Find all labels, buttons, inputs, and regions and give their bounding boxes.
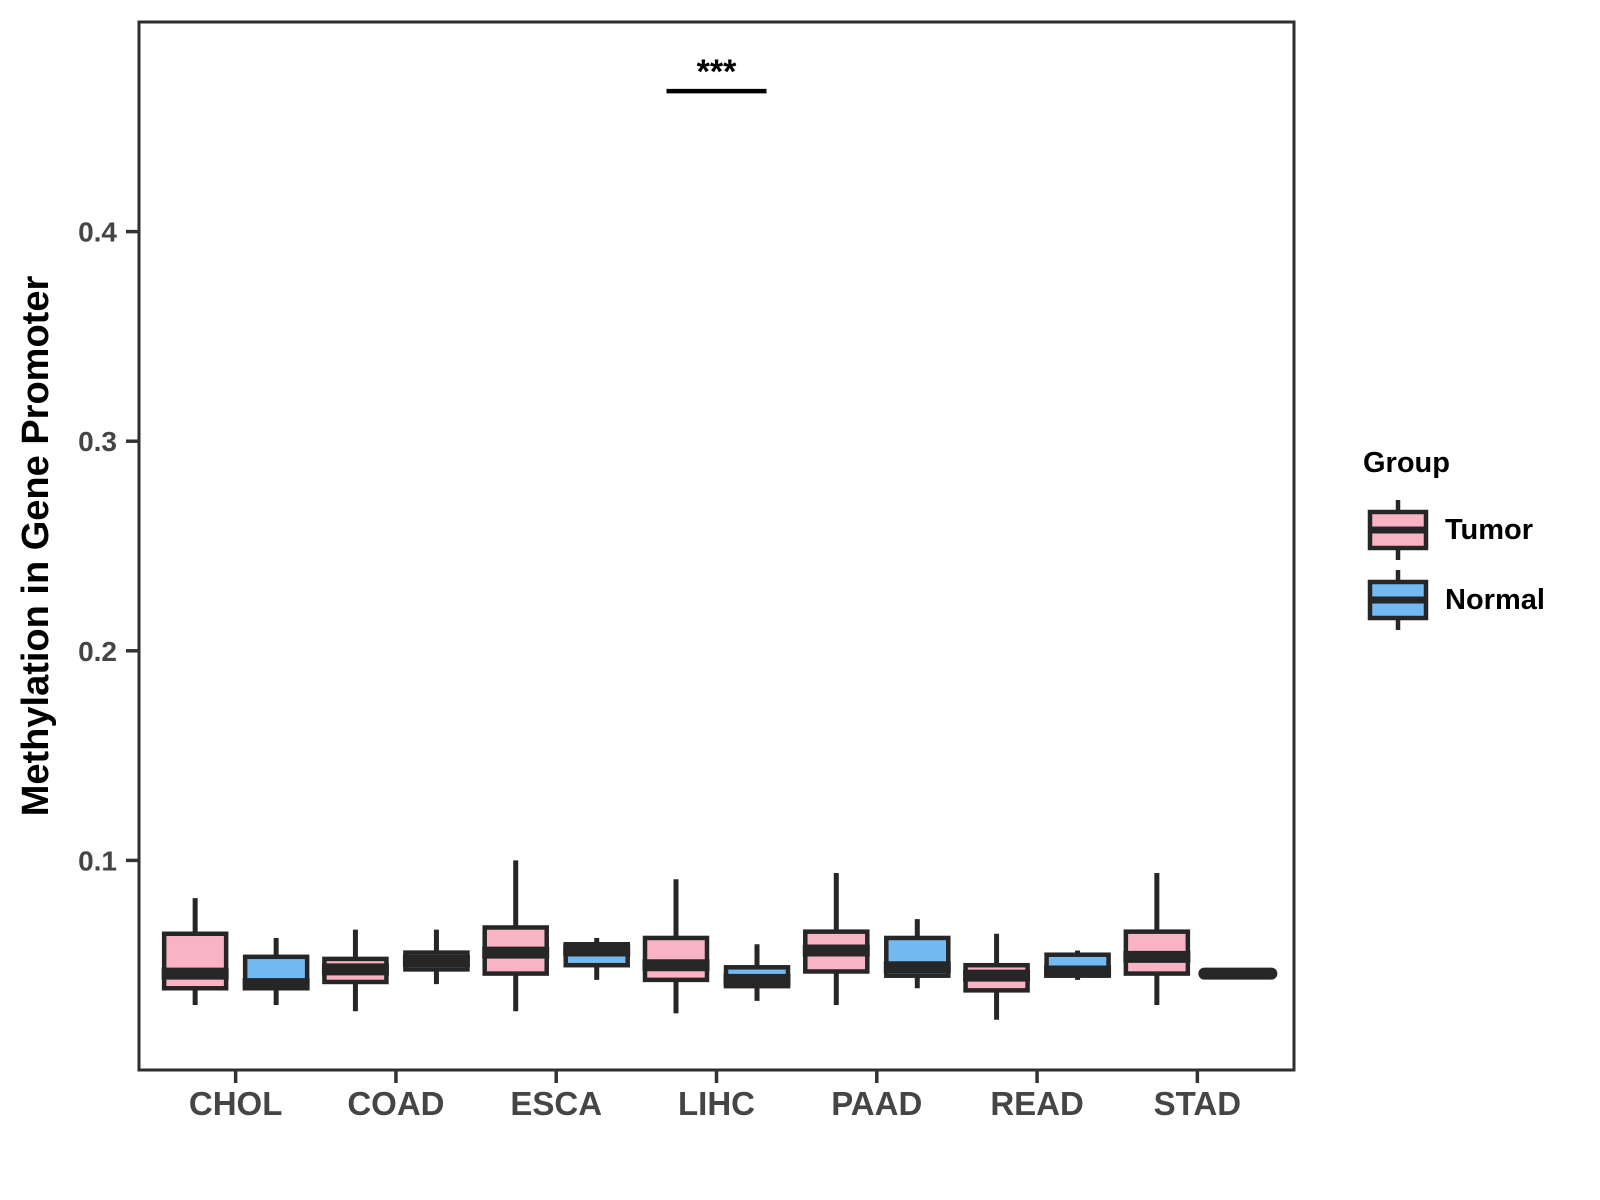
x-tick-label-CHOL: CHOL [189, 1085, 283, 1122]
box-ESCA-Normal [563, 937, 631, 980]
legend-entries: Tumor Normal [1330, 498, 1545, 632]
box-CHOL-Normal [242, 937, 310, 1006]
legend-label: Tumor [1445, 514, 1534, 546]
legend-entry-tumor: Tumor [1367, 498, 1545, 562]
box-rect [642, 935, 710, 983]
box-rect [161, 931, 229, 991]
y-tick-label: 0.3 [78, 426, 117, 457]
x-tick-label-COAD: COAD [347, 1085, 444, 1122]
panel-border [137, 20, 1296, 1072]
significance-label: *** [697, 53, 737, 91]
box-STAD-Tumor [1123, 872, 1191, 1006]
box-READ-Normal [1044, 950, 1112, 980]
box-LIHC-Tumor [642, 879, 710, 1014]
box-PAAD-Tumor [802, 872, 870, 1006]
box-LIHC-Normal [723, 944, 791, 1001]
box-ESCA-Tumor [482, 860, 550, 1012]
y-tick-label: 0.1 [78, 845, 117, 876]
box-PAAD-Normal [883, 919, 951, 989]
box-READ-Tumor [963, 933, 1031, 1020]
legend-label: Normal [1445, 584, 1545, 616]
box-COAD-Normal [402, 929, 470, 985]
y-axis-title: Methylation in Gene Promoter [15, 276, 57, 817]
x-tick-label-ESCA: ESCA [510, 1085, 602, 1122]
legend-key-normal-icon [1367, 570, 1429, 630]
legend-title: Group [1363, 447, 1450, 479]
box-COAD-Tumor [321, 929, 389, 1012]
y-tick-label: 0.4 [78, 217, 117, 248]
x-tick-label-READ: READ [990, 1085, 1084, 1122]
box-CHOL-Tumor [161, 898, 229, 1006]
x-tick-label-STAD: STAD [1154, 1085, 1241, 1122]
legend-key-tumor-icon [1367, 500, 1429, 560]
y-tick-label: 0.2 [78, 636, 117, 667]
legend-entry-normal: Normal [1367, 568, 1545, 632]
legend: Group Tumor Normal [1330, 446, 1545, 638]
x-tick-label-LIHC: LIHC [678, 1085, 755, 1122]
x-tick-label-PAAD: PAAD [831, 1085, 922, 1122]
